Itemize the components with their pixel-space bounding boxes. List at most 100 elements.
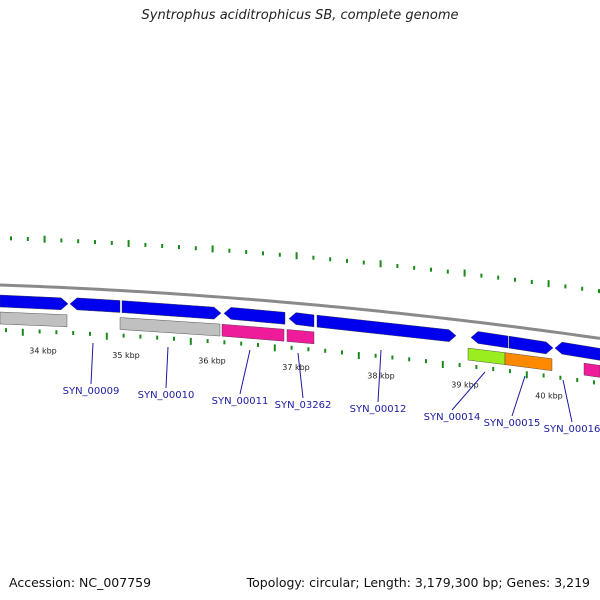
cds-feature <box>121 300 222 320</box>
upper-tick <box>413 265 416 270</box>
upper-tick <box>530 279 533 284</box>
upper-tick-track <box>10 235 600 294</box>
rna-feature <box>119 317 221 337</box>
lower-tick <box>5 328 7 333</box>
upper-tick <box>110 240 113 245</box>
kbp-label: 36 kbp <box>198 356 226 365</box>
lower-tick <box>492 367 495 372</box>
lower-tick <box>593 380 595 385</box>
lower-tick <box>475 364 478 369</box>
lower-tick <box>273 344 276 352</box>
upper-tick <box>43 235 46 243</box>
lower-tick <box>105 332 108 340</box>
rna-feature <box>286 329 315 345</box>
upper-tick <box>278 252 281 257</box>
cds-feature <box>470 331 509 349</box>
lower-tick <box>509 369 511 374</box>
lower-tick <box>223 340 226 345</box>
kbp-label: 38 kbp <box>367 371 395 380</box>
lower-tick <box>72 330 75 335</box>
accession-text: Accession: NC_007759 <box>9 575 152 590</box>
gene-label: SYN_00015 <box>484 418 541 429</box>
lower-tick <box>156 335 159 340</box>
upper-tick <box>60 238 63 243</box>
upper-tick <box>144 242 147 247</box>
upper-tick <box>446 269 449 274</box>
upper-tick <box>161 243 164 248</box>
lower-tick <box>38 329 41 334</box>
gene-label: SYN_00012 <box>350 404 407 415</box>
cds-feature <box>316 314 457 342</box>
upper-tick <box>362 260 365 265</box>
upper-tick <box>228 248 231 253</box>
upper-tick <box>379 260 382 268</box>
lower-tick <box>257 342 259 347</box>
upper-tick <box>94 240 96 245</box>
rna-feature <box>467 347 506 365</box>
cds-feature <box>508 335 554 355</box>
upper-tick <box>598 289 600 294</box>
upper-tick <box>262 251 264 256</box>
upper-tick <box>564 284 567 289</box>
upper-tick <box>312 255 315 260</box>
lower-tick <box>458 362 461 367</box>
gene-leader-line <box>90 342 94 385</box>
upper-tick <box>77 239 80 244</box>
upper-tick <box>194 246 197 251</box>
upper-tick <box>430 267 432 272</box>
upper-tick <box>514 277 516 282</box>
rna-feature <box>221 323 285 342</box>
lower-tick <box>357 352 360 360</box>
gene-leader-line <box>562 379 573 423</box>
lower-tick <box>576 378 579 383</box>
kbp-label: 40 kbp <box>535 391 563 400</box>
lower-tick <box>206 339 209 344</box>
lower-tick <box>89 331 91 336</box>
lower-tick <box>324 348 327 353</box>
lower-tick <box>391 355 394 360</box>
lower-tick <box>408 357 411 362</box>
map-title: Syntrophus aciditrophicus SB, complete g… <box>141 8 459 23</box>
upper-tick <box>10 236 12 241</box>
lower-tick <box>374 353 377 358</box>
gene-label: SYN_00011 <box>212 396 269 407</box>
upper-tick <box>480 273 483 278</box>
upper-tick <box>245 249 248 254</box>
upper-tick <box>463 269 466 277</box>
lower-tick <box>542 373 545 378</box>
upper-tick <box>346 258 348 263</box>
upper-tick <box>547 280 550 288</box>
rna-feature <box>504 352 553 371</box>
lower-tick <box>425 359 427 364</box>
lower-tick <box>55 330 58 335</box>
gene-leader-line <box>239 349 251 395</box>
kbp-scale: 34 kbp 35 kbp 36 kbp 37 kbp 38 kbp 39 kbp 40 k… <box>29 347 563 401</box>
upper-tick <box>295 252 298 260</box>
upper-tick <box>127 239 130 247</box>
lower-tick <box>173 336 175 341</box>
cds-feature <box>554 341 600 361</box>
lower-tick <box>441 361 444 369</box>
gene-leader-line <box>377 349 382 403</box>
upper-tick <box>329 257 332 262</box>
gene-label: SYN_00010 <box>138 390 195 401</box>
upper-tick <box>26 237 29 242</box>
upper-tick <box>396 264 399 269</box>
kbp-label: 39 kbp <box>451 381 479 390</box>
gene-leader-line <box>165 346 169 389</box>
gene-label: SYN_00014 <box>424 412 481 423</box>
kbp-label: 37 kbp <box>282 363 310 372</box>
upper-tick <box>581 286 584 291</box>
cds-feature <box>288 312 315 328</box>
upper-tick <box>211 245 214 253</box>
kbp-label: 35 kbp <box>112 351 140 360</box>
lower-tick <box>559 375 562 380</box>
rna-feature <box>583 362 600 378</box>
genome-backbone <box>0 283 600 340</box>
cds-feature <box>223 307 286 325</box>
topology-text: Topology: circular; Length: 3,179,300 bp… <box>246 575 590 590</box>
kbp-label: 34 kbp <box>29 347 57 356</box>
gene-label-track: SYN_00009 SYN_00010 SYN_00011 SYN_03262 SYN_… <box>63 342 600 435</box>
gene-label: SYN_00009 <box>63 386 120 397</box>
